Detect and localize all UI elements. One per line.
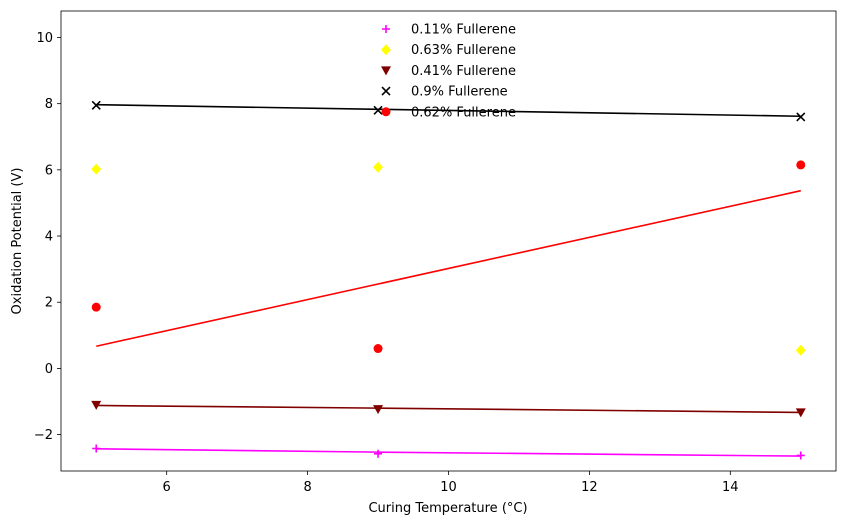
legend-label: 0.62% Fullerene bbox=[411, 105, 516, 120]
legend-marker-shape bbox=[381, 86, 391, 96]
data-point bbox=[92, 444, 101, 453]
y-tick-label: 8 bbox=[45, 97, 53, 112]
data-point-shape bbox=[91, 100, 101, 110]
x-tick-label: 14 bbox=[722, 480, 739, 495]
trendline bbox=[96, 189, 801, 348]
legend-marker bbox=[381, 44, 391, 56]
data-point-shape bbox=[795, 344, 806, 356]
data-point-shape bbox=[796, 160, 806, 170]
data-point bbox=[91, 163, 102, 175]
data-point bbox=[796, 112, 806, 122]
data-point-shape bbox=[92, 444, 101, 453]
data-point bbox=[796, 451, 805, 460]
data-markers bbox=[91, 100, 806, 460]
y-tick-label: 2 bbox=[45, 296, 53, 311]
data-point-shape bbox=[91, 400, 102, 410]
data-point-shape bbox=[91, 163, 102, 175]
data-point bbox=[795, 408, 806, 418]
data-point-shape bbox=[796, 451, 805, 460]
legend-label: 0.41% Fullerene bbox=[411, 64, 516, 79]
data-point-shape bbox=[91, 302, 101, 312]
data-point-shape bbox=[373, 405, 384, 415]
legend-marker-shape bbox=[381, 66, 391, 76]
y-tick-label: 10 bbox=[36, 31, 53, 46]
data-point-shape bbox=[796, 112, 806, 122]
data-point bbox=[373, 344, 383, 354]
x-axis-label: Curing Temperature (°C) bbox=[368, 501, 527, 516]
x-axis-ticks: 6 8 10 12 14 bbox=[163, 471, 739, 495]
data-point-shape bbox=[373, 344, 383, 354]
legend-marker-shape bbox=[382, 25, 390, 33]
x-tick-label: 12 bbox=[581, 480, 598, 495]
data-point bbox=[91, 302, 101, 312]
y-axis-ticks: −2 0 2 4 6 8 10 bbox=[34, 31, 61, 443]
data-point bbox=[373, 161, 384, 173]
data-point bbox=[795, 344, 806, 356]
plot-background bbox=[61, 11, 836, 471]
x-tick-label: 10 bbox=[440, 480, 457, 495]
data-point bbox=[91, 400, 102, 410]
y-axis-label: Oxidation Potential (V) bbox=[10, 168, 25, 315]
legend-label: 0.11% Fullerene bbox=[411, 23, 516, 38]
data-point-shape bbox=[373, 161, 384, 173]
y-tick-label: 6 bbox=[45, 163, 53, 178]
legend-marker bbox=[381, 107, 391, 117]
legend: 0.11% Fullerene 0.63% Fullerene 0.41% Full… bbox=[381, 23, 516, 120]
data-point bbox=[796, 160, 806, 170]
legend-label: 0.63% Fullerene bbox=[411, 43, 516, 58]
y-tick-label: 0 bbox=[45, 362, 53, 377]
data-point bbox=[374, 449, 383, 458]
data-point-shape bbox=[374, 449, 383, 458]
y-tick-label: 4 bbox=[45, 230, 53, 245]
legend-marker-shape bbox=[381, 44, 391, 56]
x-tick-label: 6 bbox=[163, 480, 171, 495]
legend-marker bbox=[382, 25, 390, 33]
legend-label: 0.9% Fullerene bbox=[411, 85, 508, 100]
legend-marker bbox=[381, 66, 391, 76]
data-point bbox=[373, 105, 383, 115]
y-tick-label: −2 bbox=[34, 428, 53, 443]
data-point bbox=[373, 405, 384, 415]
legend-marker bbox=[381, 86, 391, 96]
data-point bbox=[91, 100, 101, 110]
legend-marker-shape bbox=[381, 107, 391, 117]
x-tick-label: 8 bbox=[303, 480, 311, 495]
data-point-shape bbox=[795, 408, 806, 418]
data-point-shape bbox=[373, 105, 383, 115]
